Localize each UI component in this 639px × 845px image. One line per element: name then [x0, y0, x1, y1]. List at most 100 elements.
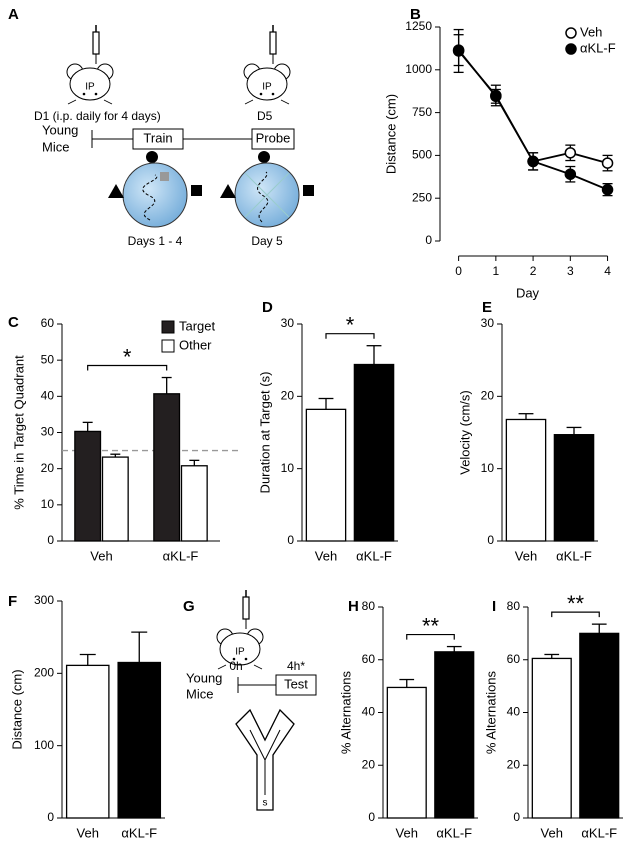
group-label: Young — [42, 122, 78, 137]
x-tick-label: 4 — [604, 264, 611, 278]
x-axis-label: Day — [516, 285, 540, 300]
x-tick-label: αKL-F — [163, 548, 199, 563]
panel-letter: E — [482, 299, 492, 316]
panel-letter: A — [8, 6, 19, 23]
x-tick-label: αKL-F — [121, 825, 157, 840]
marker — [564, 168, 577, 180]
y-tick-label: 50 — [41, 352, 55, 366]
y-tick-label: 750 — [412, 105, 432, 119]
panel-letter: D — [262, 299, 273, 316]
y-tick-label: 20 — [481, 389, 495, 403]
phase-label: Test — [284, 676, 308, 691]
bar — [553, 434, 595, 542]
panel-letter: I — [492, 598, 496, 615]
y-axis-label: Distance (cm) — [9, 669, 24, 749]
time-label: 4h* — [287, 659, 305, 673]
y-tick-label: 40 — [362, 705, 376, 719]
injection-label: IP — [262, 82, 272, 93]
x-tick-label: 3 — [567, 264, 574, 278]
bar — [153, 393, 181, 542]
cue — [220, 184, 236, 198]
y-tick-label: 10 — [41, 497, 55, 511]
legend-label: αKL-F — [580, 40, 616, 55]
x-tick-label: 2 — [530, 264, 537, 278]
y-tick-label: 0 — [513, 810, 520, 824]
y-tick-label: 30 — [481, 316, 495, 330]
y-tick-label: 80 — [362, 599, 376, 613]
x-tick-label: Veh — [515, 548, 537, 563]
y-tick-label: 500 — [412, 148, 432, 162]
day-label: D1 (i.p. daily for 4 days) — [34, 109, 161, 123]
significance-label: ** — [567, 591, 585, 616]
y-tick-label: 60 — [507, 652, 521, 666]
y-tick-label: 40 — [41, 389, 55, 403]
y-tick-label: 60 — [362, 652, 376, 666]
x-tick-label: αKL-F — [556, 548, 592, 563]
y-tick-label: 0 — [47, 810, 54, 824]
x-tick-label: Veh — [396, 825, 418, 840]
significance-label: ** — [422, 613, 440, 638]
y-tick-label: 200 — [34, 666, 54, 680]
cue — [108, 184, 124, 198]
bar — [74, 430, 102, 542]
legend-swatch — [161, 339, 175, 353]
bar — [353, 363, 395, 542]
bar — [180, 465, 208, 542]
x-tick-label: 1 — [493, 264, 500, 278]
phase-label: Probe — [256, 130, 291, 145]
panel-letter: F — [8, 593, 17, 610]
x-tick-label: Veh — [90, 548, 112, 563]
y-tick-label: 30 — [281, 316, 295, 330]
panel-g-diagram: G IP 0h 4h* Young Mice Test s — [183, 589, 317, 811]
time-label: 0h — [229, 659, 242, 673]
y-tick-label: 300 — [34, 593, 54, 607]
group-label: Mice — [42, 139, 69, 154]
legend-marker — [565, 43, 577, 55]
start-label: s — [263, 798, 268, 809]
y-axis-label: % Time in Target Quadrant — [11, 355, 26, 510]
cue — [303, 185, 314, 196]
y-tick-label: 10 — [281, 461, 295, 475]
group-label: Young — [186, 670, 222, 685]
bar — [531, 657, 572, 819]
group-label: Mice — [186, 686, 213, 701]
injection-label: IP — [85, 82, 95, 93]
y-tick-label: 60 — [41, 316, 55, 330]
y-tick-label: 10 — [481, 461, 495, 475]
x-tick-label: Veh — [77, 825, 99, 840]
y-tick-label: 40 — [507, 705, 521, 719]
bar — [117, 661, 162, 819]
bar — [65, 664, 110, 819]
series-line — [457, 50, 608, 164]
panel-letter: G — [183, 598, 195, 615]
panel-letter: C — [8, 314, 19, 331]
x-tick-label: αKL-F — [436, 825, 472, 840]
cue — [191, 185, 202, 196]
bar — [386, 686, 427, 819]
cue — [146, 151, 158, 163]
y-tick-label: 20 — [362, 757, 376, 771]
platform — [160, 172, 169, 181]
legend-label: Veh — [580, 24, 602, 39]
y-tick-label: 0 — [368, 810, 375, 824]
swim-path — [142, 174, 158, 221]
phase-box — [251, 128, 295, 150]
bar — [305, 408, 347, 542]
y-axis-label: Distance (cm) — [383, 94, 398, 174]
y-tick-label: 0 — [487, 533, 494, 547]
marker — [601, 157, 614, 169]
marker — [564, 147, 577, 159]
legend-label: Other — [179, 337, 212, 352]
significance-bracket — [406, 633, 455, 640]
y-tick-label: 20 — [507, 757, 521, 771]
day-label: D5 — [257, 109, 273, 123]
water-maze — [122, 162, 188, 228]
y-tick-label: 1000 — [405, 62, 432, 76]
cue — [258, 151, 270, 163]
quadrant-line — [244, 172, 290, 218]
phase-box — [132, 128, 184, 150]
injection-label: IP — [235, 647, 245, 658]
panel-letter: B — [410, 6, 421, 23]
y-axis-label: % Alternations — [338, 670, 353, 754]
significance-bracket — [325, 333, 375, 339]
